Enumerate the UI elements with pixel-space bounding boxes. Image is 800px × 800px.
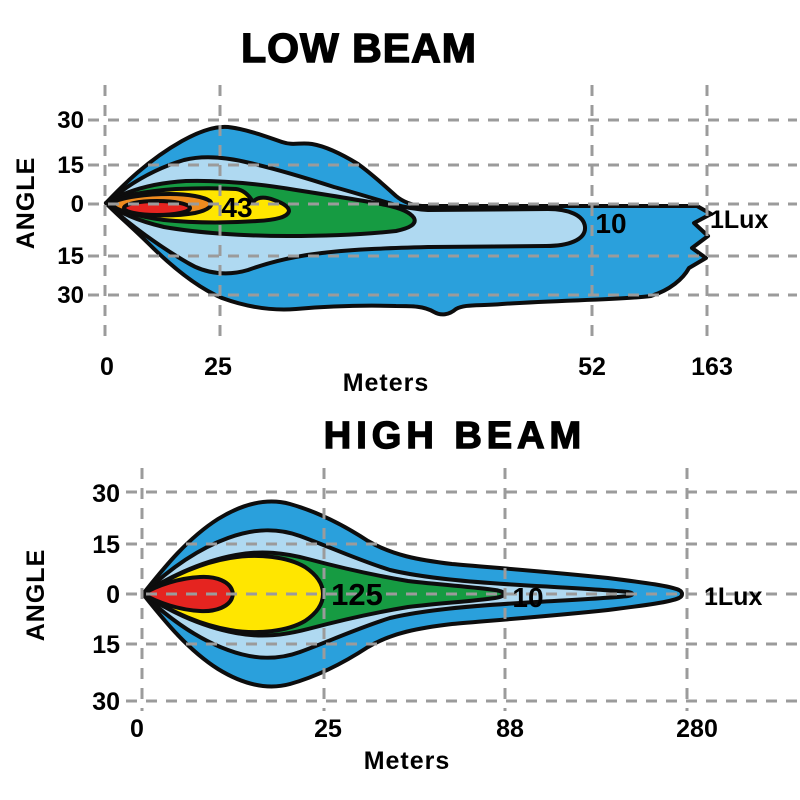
x-tick-label: 88 (496, 715, 524, 743)
low-beam-label-10: 10 (595, 208, 626, 239)
high-beam-y-axis: ANGLE 30 15 0 15 30 (22, 480, 120, 716)
high-beam-gridlines (126, 468, 797, 711)
y-tick-label: 30 (92, 688, 120, 716)
high-beam-chart: HIGH BEAM 125 10 1Lux ANGLE 30 (22, 414, 797, 775)
y-tick-label: 30 (92, 480, 120, 508)
y-tick-label: 15 (57, 243, 84, 270)
low-beam-chart: LOW BEAM 43 10 1Lux ANGLE (12, 24, 797, 397)
x-tick-label: 25 (314, 715, 342, 743)
high-beam-contour-value-labels: 125 10 1Lux (331, 577, 762, 613)
x-tick-label: 0 (100, 353, 114, 381)
high-beam-label-125: 125 (331, 577, 383, 612)
y-tick-label: 15 (92, 631, 120, 659)
high-beam-label-1lux: 1Lux (704, 583, 762, 611)
high-beam-x-axis-title: Meters (364, 747, 451, 775)
high-beam-label-10: 10 (512, 582, 543, 613)
x-tick-label: 52 (578, 353, 606, 381)
low-beam-label-43: 43 (221, 192, 252, 223)
y-tick-label: 0 (71, 191, 84, 218)
low-beam-y-axis-title: ANGLE (12, 157, 40, 250)
y-tick-label: 30 (57, 282, 84, 309)
low-beam-y-axis: ANGLE 30 15 0 15 30 (12, 107, 84, 309)
high-beam-title: HIGH BEAM (324, 415, 586, 457)
low-beam-contours (104, 124, 713, 317)
high-beam-x-axis: 0 25 88 280 Meters (130, 715, 718, 775)
low-beam-x-axis: 0 25 52 163 Meters (100, 353, 733, 397)
low-beam-gridlines (88, 85, 797, 345)
y-tick-label: 15 (57, 152, 84, 179)
y-tick-label: 30 (57, 107, 84, 134)
y-tick-label: 0 (106, 581, 120, 609)
y-tick-label: 15 (92, 531, 120, 559)
low-beam-label-1lux: 1Lux (710, 206, 768, 234)
x-tick-label: 163 (691, 353, 733, 381)
x-tick-label: 0 (130, 715, 144, 743)
low-beam-title: LOW BEAM (241, 25, 477, 71)
x-tick-label: 25 (204, 353, 232, 381)
high-beam-y-axis-title: ANGLE (22, 549, 50, 642)
x-tick-label: 280 (676, 715, 718, 743)
low-beam-x-axis-title: Meters (343, 369, 430, 397)
low-beam-contour-value-labels: 43 10 1Lux (221, 192, 768, 239)
